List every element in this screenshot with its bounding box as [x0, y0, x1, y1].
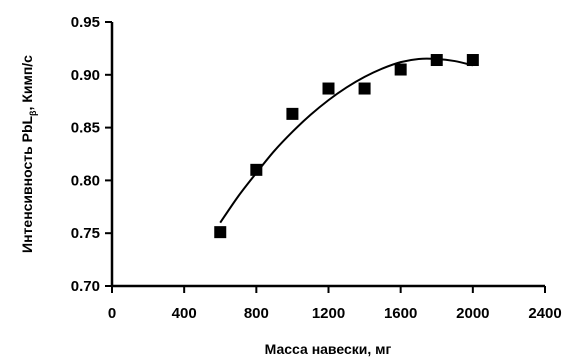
- x-axis-title: Масса навески, мг: [265, 341, 392, 357]
- x-tick-label: 1600: [384, 305, 417, 322]
- data-point: [358, 82, 371, 95]
- y-axis-ticks: 0.70 0.75 0.80 0.85 0.90 0.95: [71, 14, 112, 295]
- x-tick-label: 400: [172, 305, 197, 322]
- data-point: [250, 163, 263, 176]
- data-point: [214, 226, 227, 239]
- fit-curve: [219, 57, 474, 224]
- data-points: [214, 54, 479, 239]
- y-axis-title-main: Интенсивность PbL: [19, 116, 35, 253]
- y-axis-title-sub: β: [28, 110, 38, 116]
- y-axis-title-tail: , Кимп/с: [19, 55, 35, 111]
- y-axis-title: Интенсивность PbLβ, Кимп/с: [19, 55, 38, 253]
- x-tick-label: 800: [244, 305, 269, 322]
- x-tick-label: 2400: [528, 305, 561, 322]
- x-axis-ticks: 0 400 800 1200 1600 2000 2400: [108, 286, 562, 322]
- data-point: [322, 82, 335, 95]
- x-tick-label: 0: [108, 305, 116, 322]
- y-tick-label: 0.95: [71, 14, 100, 31]
- data-point: [466, 54, 479, 67]
- x-tick-label: 1200: [312, 305, 345, 322]
- y-tick-label: 0.85: [71, 120, 100, 137]
- y-tick-label: 0.80: [71, 172, 100, 189]
- y-tick-label: 0.75: [71, 225, 100, 242]
- axes: [110, 22, 545, 288]
- data-point: [430, 54, 443, 67]
- data-point: [394, 63, 407, 76]
- data-point: [286, 107, 299, 120]
- y-tick-label: 0.90: [71, 67, 100, 84]
- x-tick-label: 2000: [456, 305, 489, 322]
- y-tick-label: 0.70: [71, 278, 100, 295]
